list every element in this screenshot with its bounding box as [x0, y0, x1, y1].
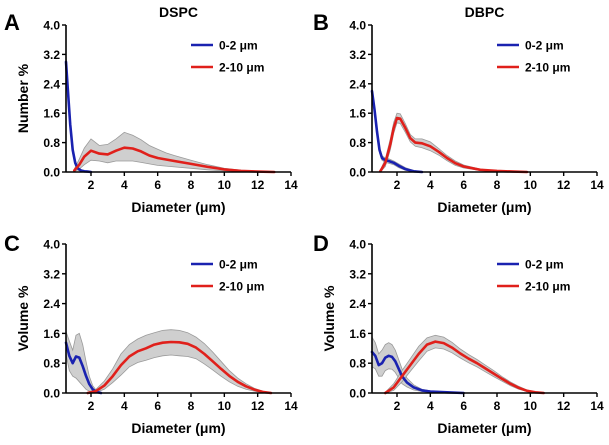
- panel-label: C: [4, 231, 20, 256]
- x-tick-label: 4: [427, 399, 434, 413]
- panel-label: D: [313, 231, 329, 256]
- x-tick-label: 14: [590, 178, 604, 192]
- y-tick-label: 4.0: [43, 19, 60, 33]
- chart-title: DBPC: [465, 4, 505, 20]
- x-tick-label: 10: [218, 399, 232, 413]
- series-line-1: [86, 340, 273, 395]
- x-tick-label: 12: [251, 178, 265, 192]
- legend-label-1: 2-10 μm: [525, 61, 570, 75]
- y-tick-label: 2.4: [43, 297, 60, 311]
- series-band-1: [73, 131, 275, 173]
- x-tick-label: 14: [590, 399, 604, 413]
- y-tick-label: 0.8: [349, 357, 366, 371]
- x-axis-label: Diameter (μm): [131, 199, 225, 215]
- series-line-0: [370, 350, 466, 395]
- panel-a: A DSPC 0.0 0.8 1.6 2.4 3.2 4.0 2 4 6 8 10 12 14 Diamete…: [4, 4, 298, 215]
- legend-label-0: 0-2 μm: [219, 39, 258, 53]
- x-tick-label: 4: [121, 399, 128, 413]
- x-tick-label: 8: [188, 399, 195, 413]
- legend-label-1: 2-10 μm: [219, 280, 264, 294]
- x-tick-label: 12: [557, 178, 571, 192]
- y-tick-label: 0.0: [349, 387, 366, 401]
- x-axis-label: Diameter (μm): [131, 420, 225, 436]
- y-tick-label: 4.0: [349, 19, 366, 33]
- y-axis-label: Volume %: [15, 285, 31, 351]
- y-tick-label: 0.0: [43, 166, 60, 180]
- x-tick-label: 6: [460, 178, 467, 192]
- series-line-1: [378, 116, 529, 174]
- x-tick-label: 8: [188, 178, 195, 192]
- legend-label-1: 2-10 μm: [525, 280, 570, 294]
- legend-label-1: 2-10 μm: [219, 61, 264, 75]
- x-tick-label: 6: [460, 399, 467, 413]
- x-tick-label: 14: [284, 178, 298, 192]
- x-tick-label: 2: [394, 178, 401, 192]
- y-tick-label: 0.0: [43, 387, 60, 401]
- panel-label: A: [4, 10, 20, 35]
- panel-c: C 0.0 0.8 1.6 2.4 3.2 4.0 2 4 6 8 10 12 14 Diameter (μ…: [4, 231, 298, 436]
- y-tick-label: 4.0: [349, 238, 366, 252]
- x-axis-label: Diameter (μm): [437, 420, 531, 436]
- panel-d: D 0.0 0.8 1.6 2.4 3.2 4.0 2 4 6 8 10 12 14 Diameter (μ…: [313, 231, 604, 436]
- x-axis-label: Diameter (μm): [437, 199, 531, 215]
- x-tick-label: 2: [88, 178, 95, 192]
- y-tick-label: 1.6: [349, 107, 366, 121]
- y-tick-label: 3.2: [349, 48, 366, 62]
- x-tick-label: 6: [154, 399, 161, 413]
- legend-label-0: 0-2 μm: [525, 258, 564, 272]
- y-tick-label: 2.4: [349, 77, 366, 91]
- series-line-0: [370, 89, 424, 174]
- legend-label-0: 0-2 μm: [219, 258, 258, 272]
- x-tick-label: 4: [121, 178, 128, 192]
- x-tick-label: 10: [524, 178, 538, 192]
- chart-title: DSPC: [159, 4, 198, 20]
- x-tick-label: 6: [154, 178, 161, 192]
- y-tick-label: 4.0: [43, 238, 60, 252]
- y-tick-label: 3.2: [349, 267, 366, 281]
- x-tick-label: 10: [218, 178, 232, 192]
- x-tick-label: 4: [427, 178, 434, 192]
- y-tick-label: 0.8: [43, 357, 60, 371]
- x-tick-label: 12: [557, 399, 571, 413]
- y-tick-label: 0.0: [349, 166, 366, 180]
- y-tick-label: 0.8: [349, 136, 366, 150]
- x-tick-label: 12: [251, 399, 265, 413]
- x-tick-label: 10: [524, 399, 538, 413]
- y-tick-label: 3.2: [43, 48, 60, 62]
- series-line-0: [64, 341, 103, 395]
- panel-b: B DBPC 0.0 0.8 1.6 2.4 3.2 4.0 2 4 6 8 10 12 14 Diamete…: [313, 4, 604, 215]
- series-band-0: [371, 87, 423, 173]
- legend-label-0: 0-2 μm: [525, 39, 564, 53]
- x-tick-label: 8: [494, 399, 501, 413]
- series-line-1: [383, 340, 546, 395]
- y-tick-label: 1.6: [349, 327, 366, 341]
- x-tick-label: 2: [88, 399, 95, 413]
- y-tick-label: 1.6: [43, 327, 60, 341]
- x-tick-label: 14: [284, 399, 298, 413]
- y-tick-label: 0.8: [43, 136, 60, 150]
- y-axis-label: Number %: [15, 63, 31, 133]
- x-tick-label: 2: [394, 399, 401, 413]
- panel-label: B: [313, 10, 329, 35]
- y-tick-label: 2.4: [43, 77, 60, 91]
- y-tick-label: 1.6: [43, 107, 60, 121]
- series-line-1: [73, 146, 276, 174]
- y-tick-label: 3.2: [43, 267, 60, 281]
- x-tick-label: 8: [494, 178, 501, 192]
- y-axis-label: Volume %: [321, 285, 337, 351]
- y-tick-label: 2.4: [349, 297, 366, 311]
